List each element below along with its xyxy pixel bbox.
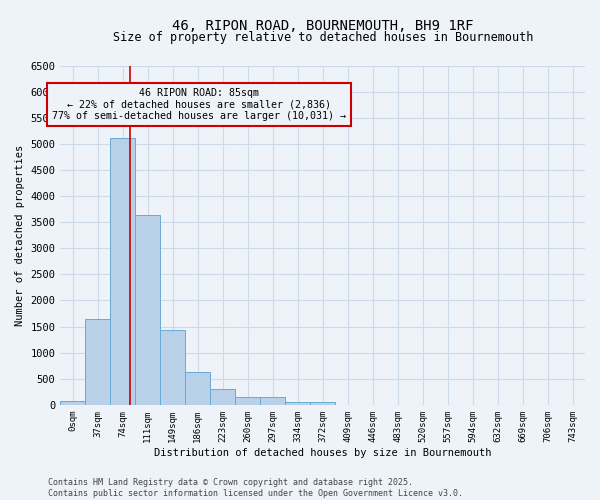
Bar [85,318,110,405]
Y-axis label: Number of detached properties: Number of detached properties [15,144,25,326]
Text: 46, RIPON ROAD, BOURNEMOUTH, BH9 1RF: 46, RIPON ROAD, BOURNEMOUTH, BH9 1RF [172,20,473,34]
Text: 46 RIPON ROAD: 85sqm  
← 22% of detached houses are smaller (2,836)
77% of semi-: 46 RIPON ROAD: 85sqm ← 22% of detached h… [52,88,346,121]
Title: Size of property relative to detached houses in Bournemouth: Size of property relative to detached ho… [113,30,533,44]
Bar [136,215,160,405]
Bar [185,372,210,405]
Text: Contains HM Land Registry data © Crown copyright and database right 2025.
Contai: Contains HM Land Registry data © Crown c… [48,478,463,498]
Bar [210,388,235,405]
X-axis label: Distribution of detached houses by size in Bournemouth: Distribution of detached houses by size … [154,448,491,458]
Bar [310,402,335,405]
Bar [110,138,136,405]
Bar [61,401,85,405]
Bar [260,398,285,405]
Bar [285,402,310,405]
Bar [160,330,185,405]
Bar [235,396,260,405]
